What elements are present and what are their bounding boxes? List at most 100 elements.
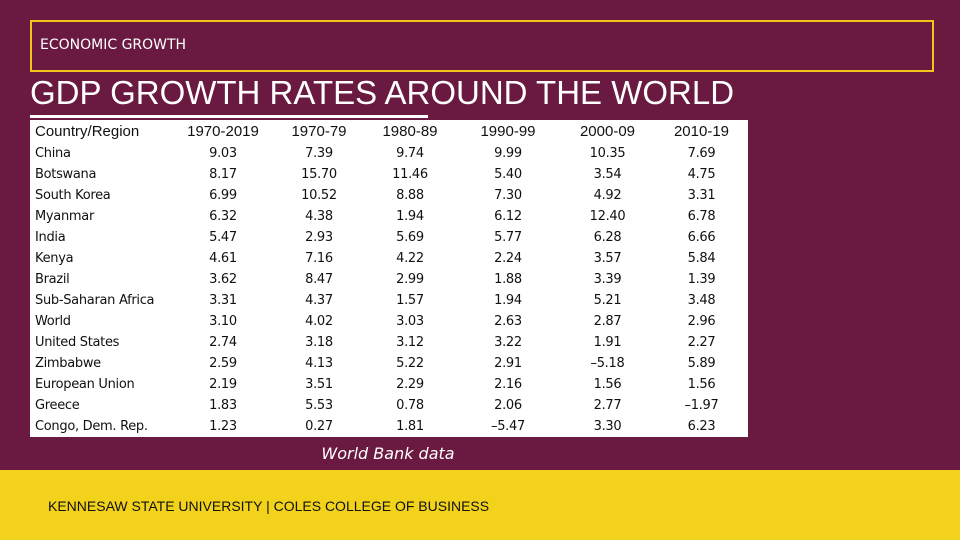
table-cell: 5.47	[209, 230, 237, 245]
table-cell: United States	[35, 335, 120, 350]
table-cell: 2.91	[494, 356, 522, 371]
table-cell: 7.69	[687, 146, 716, 161]
table-cell: 3.57	[593, 251, 622, 266]
table-cell: 4.37	[305, 293, 333, 308]
table-cell: 3.22	[494, 335, 522, 350]
table-cell: 6.66	[687, 230, 716, 245]
table-row: Myanmar 6.32 4.38 1.94 6.12 12.40 6.78	[30, 206, 748, 227]
table-cell: 3.51	[305, 377, 333, 392]
table-row: United States 2.74 3.18 3.12 3.22 1.91 2.27	[30, 332, 748, 353]
table-cell: 3.03	[396, 314, 424, 329]
table-cell: 3.39	[593, 272, 622, 287]
table-cell: 4.38	[305, 209, 333, 224]
table-cell: 5.89	[687, 356, 716, 371]
table-row: Congo, Dem. Rep. 1.23 0.27 1.81 –5.47 3.30 6.2…	[30, 416, 748, 437]
table-cell: South Korea	[35, 188, 111, 203]
table-cell: 1.56	[593, 377, 622, 392]
table-cell: 2.93	[305, 230, 333, 245]
table-cell: Botswana	[35, 167, 97, 182]
column-header: 2000-09	[579, 123, 636, 140]
table-row: Sub-Saharan Africa 3.31 4.37 1.57 1.94 5.21 3.…	[30, 290, 748, 311]
table-cell: 9.03	[209, 146, 237, 161]
table-cell: –5.18	[590, 356, 625, 371]
table-cell: 6.12	[494, 209, 522, 224]
table-cell: 15.70	[301, 167, 337, 182]
table-cell: Zimbabwe	[35, 356, 101, 371]
table-cell: 7.30	[494, 188, 522, 203]
table-cell: 4.61	[209, 251, 237, 266]
table-cell: 2.19	[209, 377, 237, 392]
table-cell: 4.92	[593, 188, 622, 203]
table-row: Zimbabwe 2.59 4.13 5.22 2.91 –5.18 5.89	[30, 353, 748, 374]
table-cell: 2.74	[209, 335, 237, 350]
table-cell: –5.47	[491, 419, 525, 434]
table-cell: 6.23	[687, 419, 716, 434]
table-cell: 8.88	[396, 188, 424, 203]
table-cell: 2.63	[494, 314, 522, 329]
column-header: 2010-19	[673, 123, 730, 140]
table-cell: 5.40	[494, 167, 522, 182]
footer-text: KENNESAW STATE UNIVERSITY | COLES COLLEG…	[48, 498, 490, 514]
column-header: Country/Region	[35, 123, 140, 140]
table-cell: 2.77	[593, 398, 622, 413]
table-cell: 3.30	[593, 419, 622, 434]
table-cell: 10.35	[589, 146, 626, 161]
table-cell: 12.40	[589, 209, 626, 224]
table-row: Kenya 4.61 7.16 4.22 2.24 3.57 5.84	[30, 248, 748, 269]
table-cell: Kenya	[35, 251, 74, 266]
table-cell: 7.16	[305, 251, 333, 266]
header-row: Country/Region 1970-2019 1970-79 1980-89 199…	[30, 120, 748, 143]
table-cell: 0.27	[305, 419, 333, 434]
table-cell: Congo, Dem. Rep.	[35, 419, 148, 434]
table-cell: Sub-Saharan Africa	[35, 293, 155, 308]
table-cell: 2.27	[687, 335, 716, 350]
table-cell: 1.23	[209, 419, 237, 434]
table-cell: 3.12	[396, 335, 424, 350]
table-cell: India	[35, 230, 66, 245]
table-cell: 4.13	[305, 356, 333, 371]
table-cell: 1.91	[593, 335, 622, 350]
table-cell: 4.75	[687, 167, 716, 182]
gdp-table: Country/Region 1970-2019 1970-79 1980-89 199…	[30, 120, 748, 437]
table-cell: 4.02	[305, 314, 333, 329]
column-header: 1970-2019	[187, 123, 259, 140]
table-cell: 1.39	[687, 272, 716, 287]
table-cell: 8.17	[209, 167, 237, 182]
table-cell: 0.78	[396, 398, 424, 413]
footer: KENNESAW STATE UNIVERSITY | COLES COLLEG…	[0, 470, 960, 540]
table-cell: 4.22	[396, 251, 424, 266]
table-cell: 5.21	[593, 293, 622, 308]
table-cell: 3.31	[209, 293, 237, 308]
table-cell: China	[35, 146, 71, 161]
table-cell: Brazil	[35, 272, 70, 287]
table-cell: 6.32	[209, 209, 237, 224]
source: World Bank data	[321, 444, 455, 463]
title-underline	[30, 115, 428, 118]
table-cell: 9.74	[396, 146, 424, 161]
table-cell: European Union	[35, 377, 135, 392]
table-cell: 1.88	[494, 272, 522, 287]
table-cell: 5.84	[687, 251, 716, 266]
table-cell: 3.31	[687, 188, 716, 203]
table-cell: 8.47	[305, 272, 333, 287]
table-cell: 1.94	[494, 293, 522, 308]
column-header: 1980-89	[382, 123, 438, 140]
table-cell: 9.99	[494, 146, 522, 161]
table-cell: 7.39	[305, 146, 333, 161]
table-row: Brazil 3.62 8.47 2.99 1.88 3.39 1.39	[30, 269, 748, 290]
title: GDP GROWTH RATES AROUND THE WORLD	[30, 74, 735, 111]
table-cell: 1.81	[396, 419, 424, 434]
table-cell: 6.28	[593, 230, 622, 245]
table-cell: 5.69	[396, 230, 424, 245]
table-cell: 2.16	[494, 377, 522, 392]
table-row: India 5.47 2.93 5.69 5.77 6.28 6.66	[30, 227, 748, 248]
table-cell: Greece	[35, 398, 80, 413]
header-label: ECONOMIC GROWTH	[40, 37, 187, 53]
table-cell: World	[35, 314, 71, 329]
table-cell: 6.78	[687, 209, 716, 224]
table-cell: 2.87	[593, 314, 622, 329]
table-cell: 5.53	[305, 398, 333, 413]
table-cell: 10.52	[301, 188, 337, 203]
table-cell: 5.22	[396, 356, 424, 371]
